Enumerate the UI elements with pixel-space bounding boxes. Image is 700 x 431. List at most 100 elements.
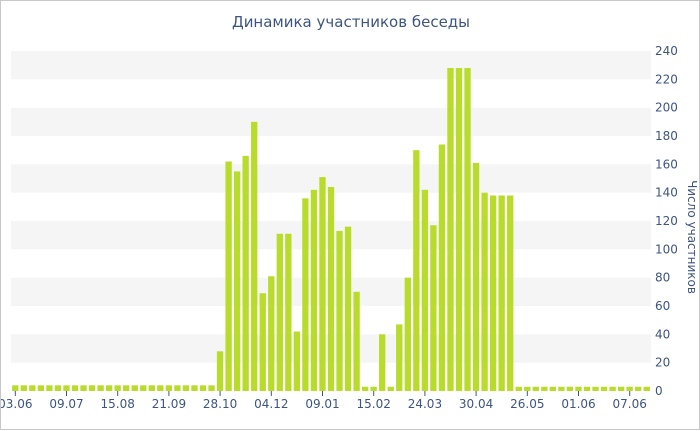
bar <box>549 386 557 391</box>
x-tick-label: 09.01 <box>305 397 339 411</box>
bar <box>97 385 104 391</box>
x-tick-label: 01.06 <box>561 397 595 411</box>
bar <box>583 386 591 391</box>
x-tick-label: 09.07 <box>49 397 83 411</box>
y-axis-ticks: 0 20 40 60 80 100 120 140 160 180 200 220 240 <box>655 44 678 398</box>
bar <box>558 386 565 391</box>
bar <box>455 68 463 391</box>
x-tick-label: 03.06 <box>1 397 32 411</box>
bar <box>63 385 70 391</box>
bar <box>242 155 249 391</box>
bar <box>182 385 190 391</box>
bar <box>114 385 121 391</box>
bar <box>524 386 531 391</box>
x-tick-label: 04.12 <box>254 397 288 411</box>
bar <box>353 291 360 391</box>
bar <box>430 225 437 391</box>
bar <box>293 331 301 391</box>
bar <box>302 198 309 391</box>
bar <box>12 385 19 391</box>
bar <box>105 385 113 391</box>
x-axis-ticks: 03.06 09.07 15.08 21.09 28.10 04.12 09.01 15.02… <box>1 391 647 411</box>
bar <box>285 233 292 391</box>
bar <box>191 385 198 391</box>
bar <box>259 293 266 391</box>
y-tick-label: 140 <box>655 186 678 200</box>
bar <box>131 385 138 391</box>
bar <box>157 385 164 391</box>
y-tick-label: 0 <box>655 384 663 398</box>
bar <box>626 386 633 391</box>
bar <box>140 385 147 391</box>
bar <box>336 230 343 391</box>
bar <box>88 385 96 391</box>
bar <box>566 386 574 391</box>
bar <box>37 385 45 391</box>
bar <box>600 386 608 391</box>
bar <box>498 195 505 391</box>
bar <box>344 226 352 391</box>
y-tick-label: 100 <box>655 242 678 256</box>
x-tick-label: 15.08 <box>101 397 135 411</box>
x-tick-label: 26.05 <box>510 397 544 411</box>
y-tick-label: 80 <box>655 271 670 285</box>
x-tick-label: 15.02 <box>357 397 391 411</box>
bar <box>319 177 326 391</box>
bar <box>29 385 36 391</box>
bar <box>643 386 650 391</box>
bar <box>404 277 411 391</box>
bar <box>148 385 155 391</box>
y-tick-label: 60 <box>655 299 670 313</box>
y-tick-label: 160 <box>655 157 678 171</box>
bar <box>208 385 215 391</box>
grid-band <box>11 51 651 80</box>
bar <box>80 385 87 391</box>
bar <box>575 386 582 391</box>
y-tick-label: 200 <box>655 101 678 115</box>
bar <box>635 386 642 391</box>
bar <box>489 195 497 391</box>
bar <box>71 385 79 391</box>
bar <box>481 192 488 391</box>
bar <box>276 233 283 391</box>
bar <box>123 385 130 391</box>
bar <box>46 385 53 391</box>
bar <box>310 189 318 391</box>
bar <box>20 385 27 391</box>
bar <box>268 276 275 391</box>
bar <box>396 324 403 391</box>
bar <box>592 386 599 391</box>
y-axis-label: Число участников <box>685 180 699 294</box>
bar <box>507 195 514 391</box>
y-tick-label: 180 <box>655 129 678 143</box>
grid-band <box>11 107 651 136</box>
bar <box>472 162 480 391</box>
bar <box>370 386 377 391</box>
x-tick-label: 24.03 <box>408 397 442 411</box>
bars <box>12 68 650 391</box>
bar <box>165 385 173 391</box>
bar <box>361 386 369 391</box>
bar <box>447 68 454 391</box>
bar <box>225 161 232 391</box>
x-tick-label: 21.09 <box>152 397 186 411</box>
y-tick-label: 220 <box>655 72 678 86</box>
bar <box>515 386 522 391</box>
bar <box>54 385 62 391</box>
bar <box>233 171 241 391</box>
bar <box>609 386 616 391</box>
chart-title: Динамика участников беседы <box>231 13 471 31</box>
bar <box>199 385 207 391</box>
y-tick-label: 20 <box>655 356 670 370</box>
x-tick-label: 28.10 <box>203 397 237 411</box>
x-tick-label: 30.04 <box>459 397 493 411</box>
y-tick-label: 120 <box>655 214 678 228</box>
bar <box>216 351 224 391</box>
bar <box>438 144 446 391</box>
bar <box>532 386 539 391</box>
bar <box>379 334 386 391</box>
bar <box>174 385 181 391</box>
bar <box>413 150 420 391</box>
